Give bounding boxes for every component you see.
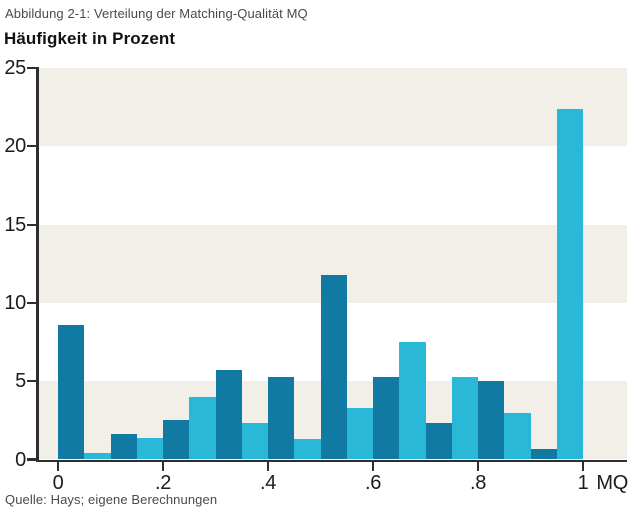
x-axis-tick bbox=[161, 462, 165, 471]
background-band bbox=[38, 68, 627, 147]
histogram-bar bbox=[530, 448, 557, 460]
histogram-bar bbox=[320, 274, 347, 460]
histogram-bar bbox=[241, 423, 268, 460]
y-axis-tick bbox=[27, 145, 36, 148]
histogram-bar bbox=[373, 376, 400, 460]
histogram-bar bbox=[58, 324, 85, 460]
x-axis-tick-label: .6 bbox=[364, 472, 382, 494]
histogram-bar bbox=[294, 439, 321, 460]
y-axis-tick bbox=[27, 380, 36, 383]
histogram-bar bbox=[215, 370, 242, 460]
x-axis-tick-label: .4 bbox=[259, 472, 277, 494]
y-axis-tick-label: 5 bbox=[15, 370, 26, 393]
x-axis-tick bbox=[476, 462, 480, 471]
histogram-bar bbox=[425, 423, 452, 460]
x-axis-tick-label: .2 bbox=[154, 472, 172, 494]
histogram-bar bbox=[504, 412, 531, 460]
x-axis-tick-label: .8 bbox=[469, 472, 487, 494]
source-note: Quelle: Hays; eigene Berechnungen bbox=[5, 492, 218, 507]
histogram-bar bbox=[556, 108, 583, 460]
y-axis-tick bbox=[27, 458, 36, 461]
histogram-bar bbox=[399, 342, 426, 460]
histogram-bar bbox=[110, 434, 137, 460]
histogram-bar bbox=[189, 396, 216, 460]
y-axis-tick-label: 25 bbox=[4, 57, 26, 79]
x-axis-tick bbox=[371, 462, 375, 471]
y-axis-tick bbox=[27, 66, 36, 70]
x-axis-tick bbox=[581, 462, 585, 471]
figure-caption: Abbildung 2-1: Verteilung der Matching-Q… bbox=[5, 6, 308, 21]
y-axis-tick-label: 10 bbox=[4, 291, 26, 314]
histogram-bar bbox=[346, 407, 373, 460]
x-axis-tick bbox=[56, 462, 60, 471]
y-axis-tick-label: 15 bbox=[4, 213, 26, 236]
histogram-bar bbox=[268, 376, 295, 460]
x-axis-title: MQ bbox=[596, 472, 628, 494]
x-axis-tick bbox=[266, 462, 270, 471]
histogram-bar bbox=[451, 376, 478, 460]
y-axis-tick-label: 20 bbox=[4, 135, 26, 158]
x-axis-line bbox=[36, 459, 627, 462]
y-axis-tick bbox=[27, 301, 36, 304]
histogram-bar bbox=[163, 420, 190, 460]
y-axis-title: Häufigkeit in Prozent bbox=[4, 29, 176, 48]
x-axis-tick-label: 0 bbox=[52, 472, 64, 494]
y-axis-tick-label: 0 bbox=[15, 448, 26, 471]
y-axis-line bbox=[36, 67, 39, 462]
y-axis-tick bbox=[27, 223, 36, 226]
x-axis-tick-label: 1 bbox=[577, 472, 589, 494]
histogram-bar bbox=[478, 381, 505, 460]
histogram-bar bbox=[84, 453, 111, 460]
histogram-bar bbox=[136, 437, 163, 460]
